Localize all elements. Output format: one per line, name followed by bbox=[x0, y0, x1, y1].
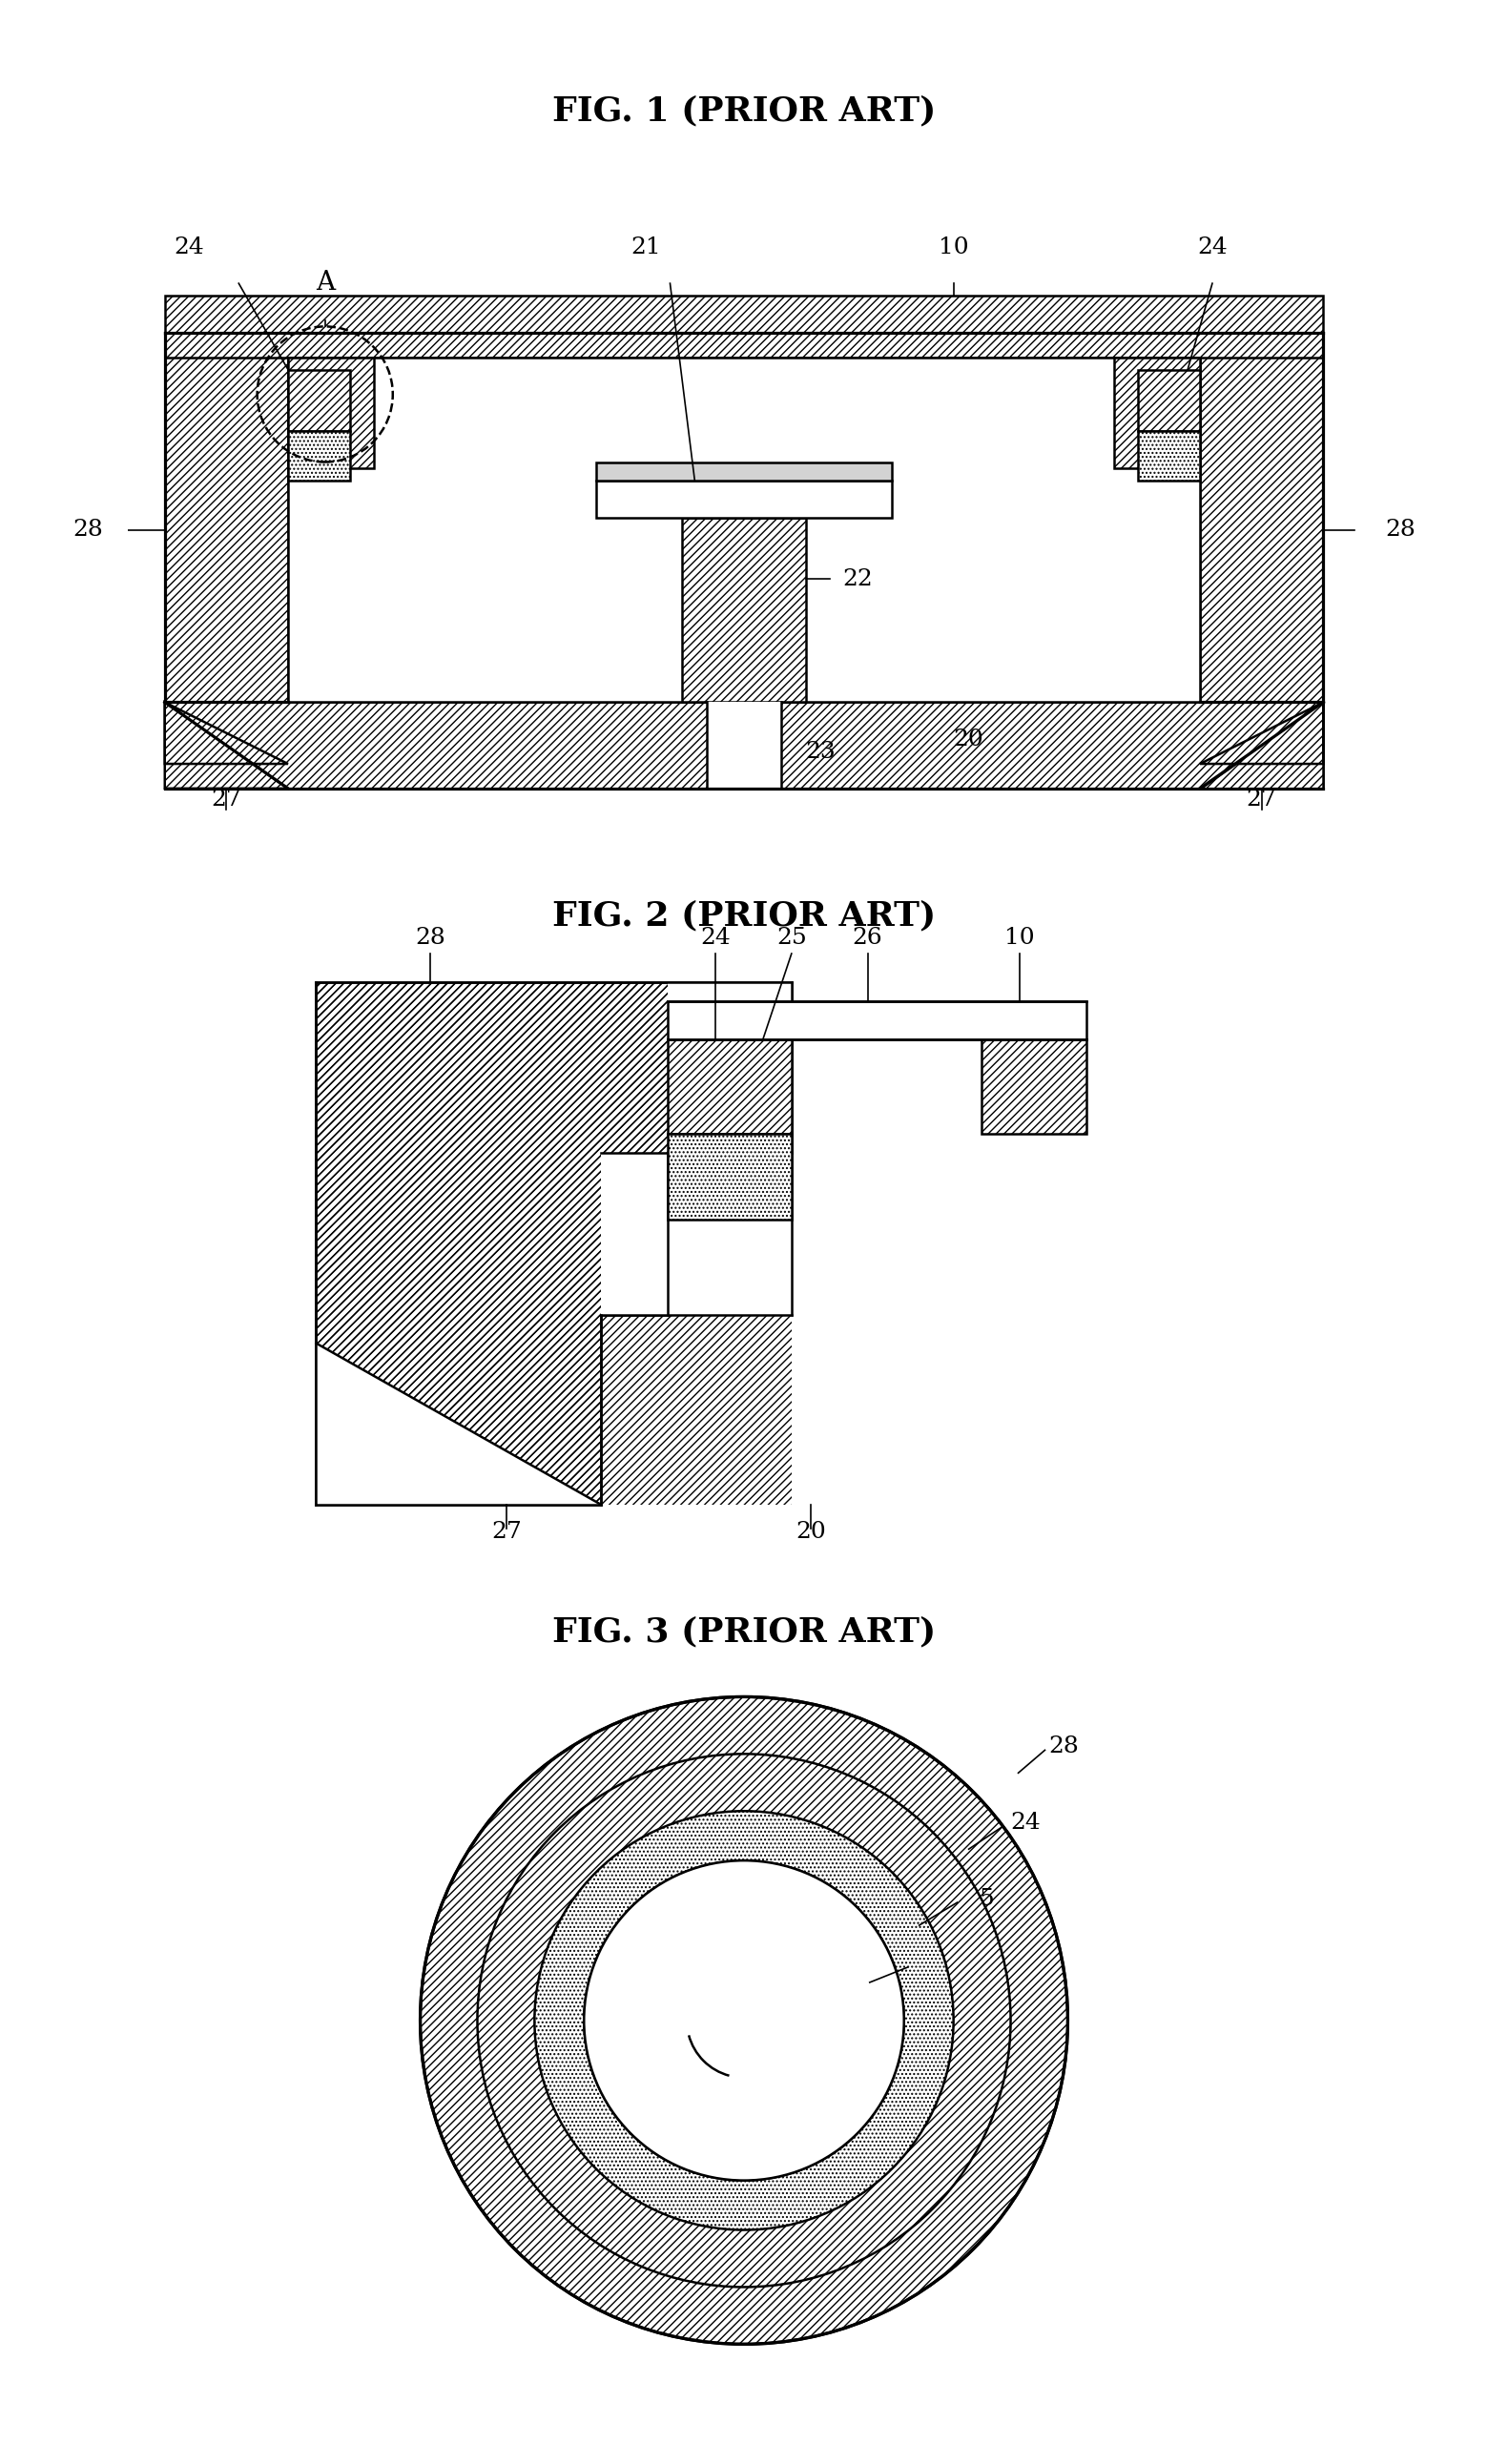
Text: 28: 28 bbox=[415, 926, 445, 949]
Polygon shape bbox=[315, 983, 792, 1506]
Polygon shape bbox=[1199, 702, 1323, 764]
Text: 27: 27 bbox=[491, 1520, 521, 1542]
Bar bbox=[982, 1040, 1086, 1133]
Circle shape bbox=[478, 1754, 1010, 2287]
Text: 24: 24 bbox=[701, 926, 731, 949]
Bar bbox=[601, 1153, 792, 1316]
Bar bbox=[1199, 333, 1323, 764]
Bar bbox=[601, 1153, 792, 1316]
Polygon shape bbox=[165, 702, 289, 764]
Bar bbox=[1138, 370, 1199, 431]
Text: 24: 24 bbox=[174, 237, 204, 259]
Bar bbox=[289, 431, 350, 480]
Text: 21: 21 bbox=[631, 237, 661, 259]
Text: 28: 28 bbox=[73, 520, 103, 540]
Circle shape bbox=[534, 1811, 954, 2230]
Text: 27: 27 bbox=[1247, 788, 1277, 811]
Bar bbox=[165, 296, 1323, 357]
Polygon shape bbox=[315, 1343, 601, 1506]
Circle shape bbox=[420, 1698, 1068, 2343]
Bar bbox=[668, 1000, 1086, 1040]
Polygon shape bbox=[165, 702, 289, 788]
Text: 28: 28 bbox=[1385, 520, 1415, 540]
Text: B: B bbox=[765, 2092, 784, 2117]
Text: 24: 24 bbox=[1010, 1811, 1042, 1833]
Text: 26: 26 bbox=[853, 926, 882, 949]
Text: 28: 28 bbox=[1049, 1735, 1079, 1757]
Circle shape bbox=[583, 1860, 905, 2181]
Bar bbox=[165, 702, 1323, 788]
Bar bbox=[289, 357, 1199, 702]
Text: FIG. 1 (PRIOR ART): FIG. 1 (PRIOR ART) bbox=[552, 94, 936, 128]
Text: 10: 10 bbox=[915, 1951, 945, 1974]
Text: 20: 20 bbox=[796, 1520, 826, 1542]
Text: A: A bbox=[315, 271, 335, 296]
Text: 24: 24 bbox=[1198, 237, 1228, 259]
Polygon shape bbox=[1199, 702, 1323, 788]
Bar bbox=[1138, 431, 1199, 480]
Text: 10: 10 bbox=[1004, 926, 1034, 949]
Text: 22: 22 bbox=[842, 569, 873, 589]
Bar bbox=[1113, 357, 1199, 468]
Bar bbox=[597, 480, 891, 517]
Bar bbox=[707, 702, 781, 788]
Bar bbox=[668, 1040, 792, 1133]
Bar bbox=[668, 1133, 792, 1220]
Text: 25: 25 bbox=[777, 926, 806, 949]
Text: 20: 20 bbox=[954, 729, 984, 749]
Polygon shape bbox=[1199, 702, 1323, 764]
Text: FIG. 2 (PRIOR ART): FIG. 2 (PRIOR ART) bbox=[552, 899, 936, 931]
Text: FIG. 3 (PRIOR ART): FIG. 3 (PRIOR ART) bbox=[552, 1616, 936, 1648]
Text: 25: 25 bbox=[964, 1887, 995, 1910]
Bar bbox=[683, 517, 805, 702]
Text: 10: 10 bbox=[939, 237, 969, 259]
Polygon shape bbox=[165, 702, 289, 764]
Circle shape bbox=[583, 1860, 905, 2181]
Bar bbox=[289, 357, 375, 468]
Text: 27: 27 bbox=[211, 788, 241, 811]
Bar bbox=[165, 333, 289, 764]
Text: 23: 23 bbox=[805, 742, 836, 761]
Bar bbox=[289, 370, 350, 431]
Bar bbox=[597, 463, 891, 480]
Bar bbox=[668, 983, 792, 1153]
